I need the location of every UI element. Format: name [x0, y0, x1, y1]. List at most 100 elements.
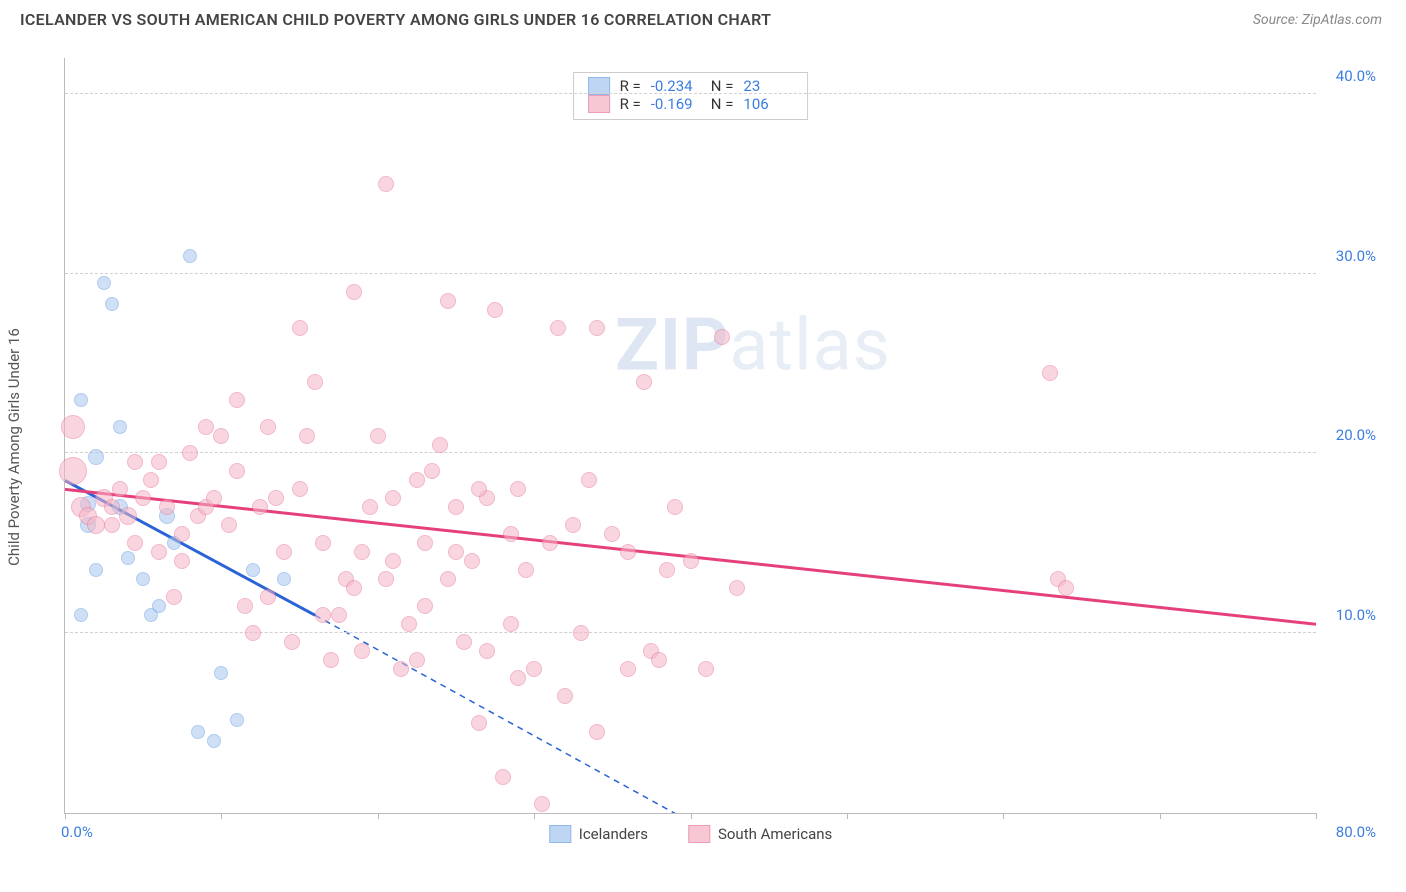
- scatter-point: [135, 490, 151, 506]
- x-tick: [1160, 813, 1161, 819]
- scatter-point: [409, 472, 425, 488]
- x-tick: [534, 813, 535, 819]
- scatter-point: [174, 553, 190, 569]
- scatter-point: [260, 419, 276, 435]
- stats-box: R = -0.234 N = 23 R = -0.169 N = 106: [573, 72, 809, 120]
- scatter-point: [354, 544, 370, 560]
- y-tick-label: 20.0%: [1336, 426, 1376, 444]
- legend-label-1: South Americans: [718, 825, 832, 843]
- scatter-point: [362, 499, 378, 515]
- scatter-point: [729, 580, 745, 596]
- scatter-point: [61, 415, 85, 439]
- scatter-point: [191, 725, 205, 739]
- scatter-point: [557, 688, 573, 704]
- plot-area: ZIPatlas R = -0.234 N = 23 R = -0.169 N …: [64, 58, 1316, 814]
- y-tick-label: 40.0%: [1336, 67, 1376, 85]
- legend-item-southamericans: South Americans: [688, 825, 832, 843]
- scatter-point: [456, 634, 472, 650]
- scatter-point: [1058, 580, 1074, 596]
- scatter-point: [166, 589, 182, 605]
- scatter-point: [573, 625, 589, 641]
- scatter-point: [495, 769, 511, 785]
- scatter-point: [417, 535, 433, 551]
- scatter-point: [401, 616, 417, 632]
- scatter-point: [198, 419, 214, 435]
- scatter-point: [464, 553, 480, 569]
- watermark-bold: ZIP: [615, 302, 729, 387]
- scatter-point: [659, 562, 675, 578]
- scatter-point: [424, 463, 440, 479]
- swatch-icelanders-icon: [549, 825, 571, 843]
- scatter-point: [503, 616, 519, 632]
- scatter-point: [440, 571, 456, 587]
- scatter-point: [104, 499, 120, 515]
- scatter-point: [245, 625, 261, 641]
- scatter-point: [683, 553, 699, 569]
- scatter-point: [346, 580, 362, 596]
- scatter-point: [88, 449, 104, 465]
- scatter-point: [119, 507, 137, 525]
- scatter-point: [565, 517, 581, 533]
- y-tick-label: 10.0%: [1336, 606, 1376, 624]
- scatter-point: [471, 481, 487, 497]
- scatter-point: [542, 535, 558, 551]
- scatter-point: [89, 563, 103, 577]
- scatter-point: [354, 643, 370, 659]
- scatter-point: [127, 454, 143, 470]
- legend: Icelanders South Americans: [549, 825, 833, 843]
- stats-n-label: N =: [711, 95, 734, 113]
- gridline-h: [65, 452, 1316, 453]
- scatter-point: [214, 666, 228, 680]
- gridline-h: [65, 273, 1316, 274]
- stats-n-value-1: 106: [743, 95, 793, 113]
- scatter-point: [714, 329, 730, 345]
- scatter-point: [448, 544, 464, 560]
- scatter-point: [581, 472, 597, 488]
- scatter-point: [667, 499, 683, 515]
- scatter-point: [370, 428, 386, 444]
- stats-row-southamericans: R = -0.169 N = 106: [588, 95, 794, 113]
- scatter-point: [620, 544, 636, 560]
- chart-title: ICELANDER VS SOUTH AMERICAN CHILD POVERT…: [20, 10, 771, 29]
- scatter-point: [151, 454, 167, 470]
- scatter-point: [589, 724, 605, 740]
- chart-header: ICELANDER VS SOUTH AMERICAN CHILD POVERT…: [0, 0, 1406, 33]
- scatter-point: [698, 661, 714, 677]
- scatter-point: [385, 553, 401, 569]
- y-axis-label: Child Poverty Among Girls Under 16: [5, 328, 23, 566]
- scatter-point: [315, 535, 331, 551]
- x-tick: [1316, 813, 1317, 819]
- x-tick: [221, 813, 222, 819]
- scatter-point: [448, 499, 464, 515]
- scatter-point: [276, 544, 292, 560]
- x-tick: [691, 813, 692, 819]
- scatter-point: [620, 661, 636, 677]
- scatter-point: [284, 634, 300, 650]
- scatter-point: [182, 445, 198, 461]
- scatter-point: [206, 490, 222, 506]
- scatter-point: [87, 516, 105, 534]
- scatter-point: [246, 563, 260, 577]
- scatter-point: [152, 599, 166, 613]
- scatter-point: [440, 293, 456, 309]
- scatter-point: [526, 661, 542, 677]
- scatter-point: [378, 571, 394, 587]
- scatter-point: [550, 320, 566, 336]
- scatter-point: [393, 661, 409, 677]
- scatter-point: [260, 589, 276, 605]
- scatter-point: [112, 481, 128, 497]
- x-tick: [378, 813, 379, 819]
- scatter-point: [299, 428, 315, 444]
- scatter-point: [479, 643, 495, 659]
- x-tick-label: 80.0%: [1336, 823, 1376, 841]
- scatter-point: [503, 526, 519, 542]
- scatter-point: [136, 572, 150, 586]
- scatter-point: [510, 481, 526, 497]
- trend-lines: [65, 58, 1316, 813]
- scatter-point: [417, 598, 433, 614]
- x-tick: [1003, 813, 1004, 819]
- y-tick-label: 30.0%: [1336, 247, 1376, 265]
- stats-r-label: R =: [620, 95, 641, 113]
- source-label: Source: ZipAtlas.com: [1253, 12, 1382, 28]
- scatter-point: [471, 715, 487, 731]
